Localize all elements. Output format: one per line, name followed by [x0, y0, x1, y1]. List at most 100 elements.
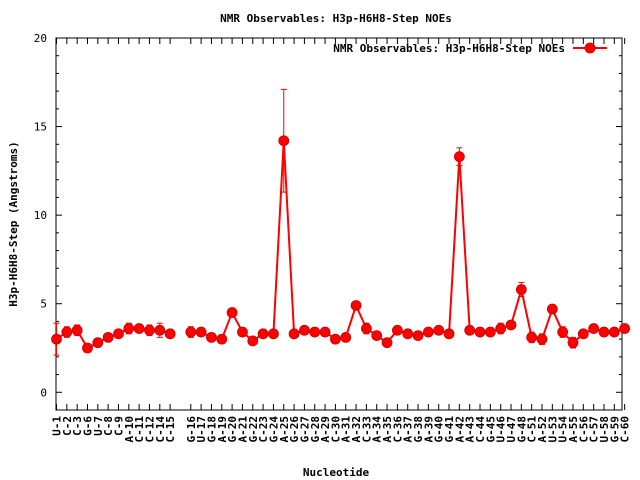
legend-marker	[584, 42, 596, 54]
x-tick-label: C-11	[133, 416, 146, 443]
x-tick-label: C-12	[143, 416, 156, 443]
data-point	[536, 333, 548, 345]
x-tick-label: G-24	[267, 416, 280, 443]
x-tick-label: A-43	[464, 416, 477, 443]
data-point	[464, 324, 476, 336]
data-point	[557, 326, 569, 338]
x-tick-label: A-35	[381, 416, 394, 443]
x-tick-label: U-58	[598, 416, 611, 443]
data-point	[71, 324, 83, 336]
data-point	[443, 328, 455, 340]
x-tick-label: C-14	[154, 416, 167, 443]
x-tick-label: G-41	[443, 416, 456, 443]
x-tick-label: A-19	[216, 416, 229, 443]
data-point	[237, 326, 248, 338]
x-tick-label: U-17	[195, 416, 208, 443]
data-point	[526, 331, 538, 343]
data-point	[309, 326, 321, 338]
data-point	[257, 328, 269, 340]
x-tick-label: A-37	[402, 416, 415, 443]
data-point	[92, 337, 104, 349]
data-point	[144, 324, 155, 336]
x-tick-label: U-1	[51, 416, 64, 436]
data-point	[381, 337, 393, 349]
data-point	[164, 328, 176, 340]
data-point	[268, 328, 279, 340]
x-tick-label: G-27	[298, 416, 311, 443]
x-tick-label: G-16	[185, 416, 198, 443]
x-tick-label: A-32	[350, 416, 363, 443]
data-point	[216, 333, 228, 345]
x-tick-label: C-9	[112, 416, 125, 436]
data-point	[206, 331, 217, 343]
x-tick-label: C-15	[164, 416, 177, 443]
x-tick-label: G-48	[515, 416, 528, 443]
x-tick-label: G-45	[484, 416, 497, 443]
data-point	[619, 323, 631, 334]
data-point	[133, 323, 145, 334]
x-tick-label: G-6	[81, 416, 94, 436]
x-tick-label: C-2	[61, 416, 74, 436]
data-point	[154, 324, 166, 336]
y-axis-label: H3p-H6H8-Step (Angstroms)	[7, 141, 20, 307]
x-tick-label: C-3	[71, 416, 84, 436]
x-tick-label: U-46	[495, 416, 508, 443]
data-point	[422, 326, 434, 338]
x-tick-label: U-54	[557, 416, 570, 443]
data-point	[371, 330, 383, 342]
x-tick-label: G-22	[247, 416, 260, 443]
data-point	[185, 326, 197, 338]
data-point	[412, 330, 424, 342]
data-point	[247, 335, 259, 347]
data-point	[608, 326, 620, 338]
legend-label: NMR Observables: H3p-H6H8-Step NOEs	[333, 42, 565, 55]
data-point	[82, 342, 93, 354]
y-tick-label: 0	[40, 386, 47, 399]
data-point	[505, 319, 517, 331]
x-tick-label: A-39	[422, 416, 435, 443]
data-point	[61, 326, 73, 338]
x-tick-label: A-55	[567, 416, 580, 443]
x-tick-label: U-7	[92, 416, 105, 436]
x-tick-label: G-28	[309, 416, 322, 443]
data-point	[113, 328, 124, 340]
data-point	[474, 326, 486, 338]
data-point	[433, 324, 445, 336]
x-tick-label: C-44	[474, 416, 487, 443]
data-point	[391, 324, 403, 336]
data-point	[515, 284, 527, 295]
data-point	[598, 326, 610, 338]
plot-frame	[55, 37, 623, 411]
data-point	[330, 333, 341, 345]
x-tick-label: A-29	[319, 416, 332, 443]
x-tick-label: C-60	[619, 416, 632, 443]
x-axis-label: Nucleotide	[303, 466, 370, 479]
x-tick-label: C-33	[360, 416, 373, 443]
x-tick-label: C-51	[526, 416, 539, 443]
data-point	[546, 303, 558, 315]
x-tick-label: U-53	[546, 416, 559, 443]
y-tick-label: 10	[34, 209, 47, 222]
x-tick-label: A-42	[453, 416, 466, 443]
x-tick-label: G-18	[205, 416, 218, 443]
x-tick-label: C-8	[102, 416, 115, 436]
x-tick-label: C-23	[257, 416, 270, 443]
data-point	[360, 323, 372, 334]
x-tick-label: C-36	[391, 416, 404, 443]
data-point	[299, 324, 310, 336]
data-point	[51, 333, 62, 345]
y-tick-label: 15	[34, 121, 47, 134]
x-tick-label: A-10	[123, 416, 136, 443]
data-point	[577, 328, 589, 340]
data-point	[350, 300, 362, 311]
x-tick-label: A-52	[536, 416, 549, 443]
data-point	[484, 326, 496, 338]
x-tick-label: A-21	[236, 416, 249, 443]
data-point	[226, 307, 238, 318]
x-tick-label: G-20	[226, 416, 239, 443]
data-point	[402, 328, 414, 340]
data-point	[195, 326, 207, 338]
x-tick-label: G-40	[433, 416, 446, 443]
x-tick-label: A-31	[340, 416, 353, 443]
